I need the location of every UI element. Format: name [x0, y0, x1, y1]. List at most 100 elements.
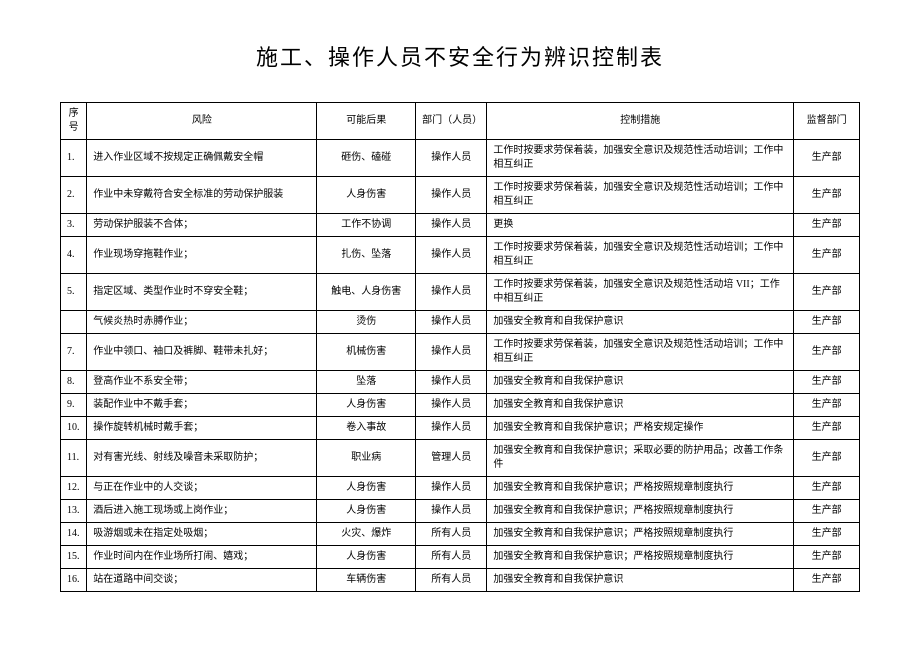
cell-result: 机械伤害	[317, 334, 416, 371]
cell-supervision: 生产部	[794, 371, 860, 394]
cell-no: 1.	[61, 140, 87, 177]
cell-risk: 作业中未穿戴符合安全标准的劳动保护服装	[87, 177, 317, 214]
table-row: 4.作业现场穿拖鞋作业；扎伤、坠落操作人员工作时按要求劳保着装，加强安全意识及规…	[61, 237, 860, 274]
cell-supervision: 生产部	[794, 523, 860, 546]
cell-dept: 所有人员	[416, 569, 487, 592]
cell-supervision: 生产部	[794, 177, 860, 214]
cell-no: 16.	[61, 569, 87, 592]
cell-result: 人身伤害	[317, 177, 416, 214]
cell-result: 砸伤、磕碰	[317, 140, 416, 177]
table-row: 3.劳动保护服装不合体；工作不协调操作人员更换生产部	[61, 214, 860, 237]
cell-dept: 操作人员	[416, 371, 487, 394]
table-header-row: 序号 风险 可能后果 部门（人员） 控制措施 监督部门	[61, 103, 860, 140]
table-row: 10.操作旋转机械时戴手套；卷入事故操作人员加强安全教育和自我保护意识；严格安规…	[61, 417, 860, 440]
table-body: 1.进入作业区域不按规定正确佩戴安全帽砸伤、磕碰操作人员工作时按要求劳保着装，加…	[61, 140, 860, 592]
header-result: 可能后果	[317, 103, 416, 140]
cell-no: 5.	[61, 274, 87, 311]
table-row: 13.酒后进入施工现场或上岗作业；人身伤害操作人员加强安全教育和自我保护意识；严…	[61, 500, 860, 523]
cell-supervision: 生产部	[794, 214, 860, 237]
cell-result: 工作不协调	[317, 214, 416, 237]
cell-result: 坠落	[317, 371, 416, 394]
cell-supervision: 生产部	[794, 394, 860, 417]
cell-result: 火灾、爆炸	[317, 523, 416, 546]
cell-result: 职业病	[317, 440, 416, 477]
cell-result: 车辆伤害	[317, 569, 416, 592]
page-title: 施工、操作人员不安全行为辨识控制表	[60, 40, 860, 72]
cell-supervision: 生产部	[794, 417, 860, 440]
cell-measure: 工作时按要求劳保着装，加强安全意识及规范性活动培训；工作中相互纠正	[487, 140, 794, 177]
cell-risk: 装配作业中不戴手套；	[87, 394, 317, 417]
cell-measure: 加强安全教育和自我保护意识	[487, 394, 794, 417]
table-row: 15.作业时间内在作业场所打闹、嬉戏；人身伤害所有人员加强安全教育和自我保护意识…	[61, 546, 860, 569]
table-row: 11.对有害光线、射线及噪音未采取防护；职业病管理人员加强安全教育和自我保护意识…	[61, 440, 860, 477]
table-row: 8.登高作业不系安全带；坠落操作人员加强安全教育和自我保护意识生产部	[61, 371, 860, 394]
cell-no: 11.	[61, 440, 87, 477]
table-row: 2.作业中未穿戴符合安全标准的劳动保护服装人身伤害操作人员工作时按要求劳保着装，…	[61, 177, 860, 214]
cell-risk: 操作旋转机械时戴手套；	[87, 417, 317, 440]
table-row: 气候炎热时赤膊作业；烫伤操作人员加强安全教育和自我保护意识生产部	[61, 311, 860, 334]
header-dept: 部门（人员）	[416, 103, 487, 140]
cell-measure: 加强安全教育和自我保护意识；严格按照规章制度执行	[487, 523, 794, 546]
cell-supervision: 生产部	[794, 477, 860, 500]
cell-dept: 操作人员	[416, 140, 487, 177]
cell-measure: 加强安全教育和自我保护意识	[487, 311, 794, 334]
cell-dept: 所有人员	[416, 523, 487, 546]
cell-measure: 加强安全教育和自我保护意识；严格按照规章制度执行	[487, 477, 794, 500]
cell-risk: 气候炎热时赤膊作业；	[87, 311, 317, 334]
cell-measure: 工作时按要求劳保着装，加强安全意识及规范性活动培训；工作中相互纠正	[487, 177, 794, 214]
cell-result: 人身伤害	[317, 546, 416, 569]
cell-result: 人身伤害	[317, 394, 416, 417]
cell-result: 触电、人身伤害	[317, 274, 416, 311]
cell-dept: 操作人员	[416, 177, 487, 214]
header-supervision: 监督部门	[794, 103, 860, 140]
cell-supervision: 生产部	[794, 140, 860, 177]
table-row: 12.与正在作业中的人交谈；人身伤害操作人员加强安全教育和自我保护意识；严格按照…	[61, 477, 860, 500]
cell-supervision: 生产部	[794, 500, 860, 523]
cell-no: 8.	[61, 371, 87, 394]
cell-risk: 进入作业区域不按规定正确佩戴安全帽	[87, 140, 317, 177]
cell-dept: 操作人员	[416, 477, 487, 500]
table-row: 7.作业中领口、袖口及裤脚、鞋带未扎好；机械伤害操作人员工作时按要求劳保着装，加…	[61, 334, 860, 371]
cell-dept: 操作人员	[416, 311, 487, 334]
cell-dept: 操作人员	[416, 214, 487, 237]
cell-risk: 站在道路中间交谈；	[87, 569, 317, 592]
cell-measure: 加强安全教育和自我保护意识；严格按照规章制度执行	[487, 500, 794, 523]
cell-risk: 吸游烟或未在指定处吸烟；	[87, 523, 317, 546]
cell-measure: 加强安全教育和自我保护意识	[487, 371, 794, 394]
cell-dept: 管理人员	[416, 440, 487, 477]
header-no: 序号	[61, 103, 87, 140]
cell-no: 4.	[61, 237, 87, 274]
cell-supervision: 生产部	[794, 569, 860, 592]
cell-measure: 加强安全教育和自我保护意识；采取必要的防护用品；改善工作条件	[487, 440, 794, 477]
cell-risk: 与正在作业中的人交谈；	[87, 477, 317, 500]
header-risk: 风险	[87, 103, 317, 140]
cell-risk: 酒后进入施工现场或上岗作业；	[87, 500, 317, 523]
cell-dept: 操作人员	[416, 274, 487, 311]
cell-no: 13.	[61, 500, 87, 523]
cell-result: 烫伤	[317, 311, 416, 334]
cell-risk: 劳动保护服装不合体；	[87, 214, 317, 237]
cell-risk: 对有害光线、射线及噪音未采取防护；	[87, 440, 317, 477]
cell-no: 3.	[61, 214, 87, 237]
cell-supervision: 生产部	[794, 311, 860, 334]
cell-measure: 工作时按要求劳保着装，加强安全意识及规范性活动培训；工作中相互纠正	[487, 237, 794, 274]
cell-measure: 更换	[487, 214, 794, 237]
cell-no: 12.	[61, 477, 87, 500]
table-row: 9.装配作业中不戴手套；人身伤害操作人员加强安全教育和自我保护意识生产部	[61, 394, 860, 417]
cell-risk: 作业时间内在作业场所打闹、嬉戏；	[87, 546, 317, 569]
cell-result: 扎伤、坠落	[317, 237, 416, 274]
cell-no: 7.	[61, 334, 87, 371]
cell-no: 2.	[61, 177, 87, 214]
cell-no	[61, 311, 87, 334]
cell-supervision: 生产部	[794, 546, 860, 569]
cell-dept: 操作人员	[416, 417, 487, 440]
cell-no: 14.	[61, 523, 87, 546]
cell-dept: 所有人员	[416, 546, 487, 569]
cell-supervision: 生产部	[794, 440, 860, 477]
cell-supervision: 生产部	[794, 274, 860, 311]
cell-risk: 作业中领口、袖口及裤脚、鞋带未扎好；	[87, 334, 317, 371]
cell-result: 卷入事故	[317, 417, 416, 440]
cell-result: 人身伤害	[317, 500, 416, 523]
cell-no: 10.	[61, 417, 87, 440]
cell-no: 9.	[61, 394, 87, 417]
